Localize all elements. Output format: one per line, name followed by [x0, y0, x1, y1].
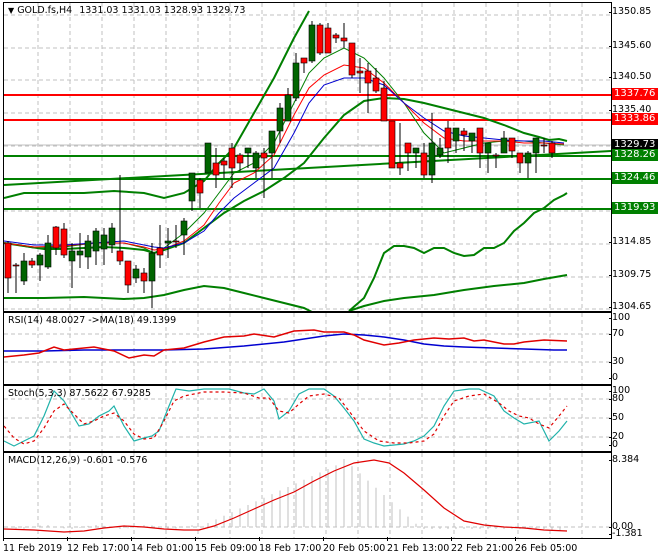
stochastic-axis: 100 80 50 20 0	[608, 385, 660, 450]
resistance-label-2: 1333.86	[612, 113, 658, 125]
support-label-3: 1319.93	[612, 202, 658, 214]
stochastic-title: Stoch(5,3,3) 87.5622 67.9285	[8, 388, 152, 399]
rsi-title: RSI(14) 48.0027 ->MA(18) 49.1399	[8, 315, 177, 326]
macd-tick: 8.384	[608, 454, 640, 465]
price-chart-panel[interactable]: ▼ GOLD.fs,H4 1331.03 1331.03 1328.93 132…	[3, 2, 612, 312]
price-tick: 1335.40	[608, 104, 652, 115]
macd-tick: -1.381	[609, 528, 643, 539]
rsi-panel[interactable]: RSI(14) 48.0027 ->MA(18) 49.1399	[3, 312, 612, 385]
time-label: 18 Feb 17:00	[259, 543, 322, 554]
symbol-title: GOLD.fs,H4	[17, 5, 73, 16]
resistance-label-1: 1337.76	[612, 88, 658, 100]
rsi-tick: 0	[608, 372, 619, 383]
triangle-down-icon[interactable]: ▼	[8, 6, 15, 15]
rsi-canvas	[4, 313, 611, 384]
chart-title: ▼ GOLD.fs,H4 1331.03 1331.03 1328.93 132…	[8, 5, 245, 16]
macd-title: MACD(12,26,9) -0.601 -0.576	[8, 455, 148, 466]
price-axis: 1350.85 1345.60 1340.50 1335.40 1314.85 …	[608, 0, 660, 312]
price-tick: 1350.85	[608, 6, 652, 17]
macd-tick: 0.00	[608, 521, 634, 532]
macd-canvas	[4, 453, 611, 538]
price-tick: 1340.50	[608, 71, 652, 82]
macd-axis: 8.384 0.00 -1.381	[608, 452, 660, 539]
time-label: 11 Feb 2019	[3, 543, 63, 554]
current-price-label: 1329.73	[612, 139, 658, 151]
price-tick: 1345.60	[608, 40, 652, 51]
time-label: 26 Feb 05:00	[515, 543, 578, 554]
stoch-tick: 0	[608, 439, 619, 450]
time-label: 21 Feb 13:00	[387, 543, 450, 554]
stochastic-panel[interactable]: Stoch(5,3,3) 87.5622 67.9285	[3, 385, 612, 452]
support-label-2: 1324.46	[612, 172, 658, 184]
stoch-tick: 50	[608, 412, 625, 423]
stochastic-canvas	[4, 386, 611, 451]
rsi-axis: 100 70 30 0	[608, 312, 660, 383]
rsi-tick: 70	[608, 328, 625, 339]
ohlc-values: 1331.03 1331.03 1328.93 1329.73	[79, 5, 246, 16]
price-tick: 1309.75	[608, 269, 652, 280]
time-label: 12 Feb 17:00	[67, 543, 130, 554]
macd-panel[interactable]: MACD(12,26,9) -0.601 -0.576	[3, 452, 612, 539]
time-label: 14 Feb 01:00	[131, 543, 194, 554]
support-label-1: 1328.26	[612, 149, 658, 161]
stoch-tick: 20	[608, 431, 625, 442]
stoch-tick: 80	[608, 393, 625, 404]
time-label: 20 Feb 05:00	[323, 543, 386, 554]
stoch-tick: 100	[608, 385, 631, 396]
price-tick: 1314.85	[608, 236, 652, 247]
rsi-tick: 100	[608, 312, 631, 323]
rsi-tick: 30	[608, 356, 625, 367]
time-label: 22 Feb 21:00	[451, 543, 514, 554]
time-label: 15 Feb 09:00	[195, 543, 258, 554]
price-tick: 1304.65	[608, 301, 652, 312]
price-chart-canvas	[4, 3, 611, 311]
